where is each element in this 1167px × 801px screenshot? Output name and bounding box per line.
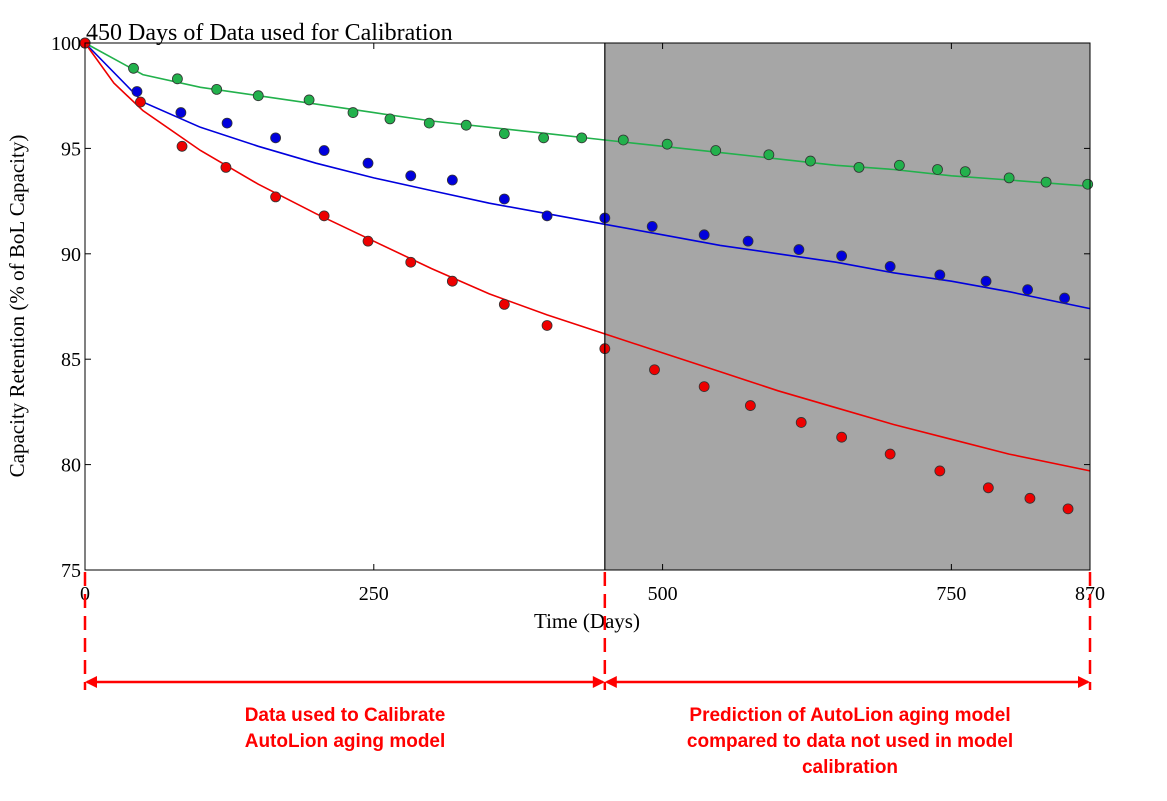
x-tick-label: 750 [936, 583, 966, 605]
plot-frame [84, 42, 1091, 571]
data-point [541, 210, 553, 222]
fit-line-0 [84, 42, 1091, 188]
data-point [128, 62, 139, 74]
data-point [1062, 503, 1074, 515]
data-point [763, 149, 775, 161]
x-axis-label: Time (Days) [534, 609, 640, 633]
data-point [172, 73, 183, 85]
data-point [1022, 284, 1034, 296]
data-point [884, 448, 896, 460]
data-point [176, 140, 188, 152]
data-point [661, 138, 673, 150]
data-point [980, 275, 992, 287]
data-point [538, 132, 550, 144]
data-point [836, 431, 848, 443]
arrowhead [592, 676, 605, 688]
data-point [303, 94, 315, 106]
data-point [446, 174, 458, 186]
data-point [221, 117, 233, 129]
data-points [79, 37, 1094, 515]
data-point [795, 417, 807, 428]
data-point [932, 164, 943, 175]
data-point [710, 145, 722, 156]
data-point [805, 155, 816, 167]
y-tick-label: 95 [61, 138, 81, 160]
data-point [405, 170, 417, 182]
data-point [318, 210, 330, 222]
data-point [884, 261, 896, 272]
fit-lines [84, 42, 1091, 472]
data-point [498, 298, 510, 310]
data-point [698, 229, 710, 241]
data-point [175, 107, 187, 118]
data-point [649, 364, 660, 376]
y-tick-label: 100 [51, 33, 81, 55]
data-point [362, 235, 374, 247]
y-tick-label: 80 [61, 455, 81, 477]
data-point [498, 128, 510, 140]
data-point [836, 250, 848, 262]
data-point [1059, 292, 1070, 304]
data-point [576, 132, 588, 144]
data-point [744, 400, 756, 411]
calibration-region [85, 43, 605, 570]
y-tick-label: 75 [61, 560, 81, 582]
fit-line-2 [84, 42, 1091, 472]
data-point [252, 90, 264, 102]
data-point [498, 193, 510, 205]
y-tick-label: 90 [61, 244, 81, 266]
data-point [211, 83, 223, 95]
data-point [270, 191, 282, 203]
y-axis-label: Capacity Retention (% of BoL Capacity) [5, 135, 29, 478]
data-point [742, 235, 754, 247]
arrowhead [1078, 676, 1090, 688]
data-point [270, 132, 282, 144]
data-point [934, 465, 946, 477]
prediction-region [604, 43, 1090, 570]
data-point [1040, 176, 1052, 188]
data-point [135, 96, 146, 108]
fit-line-1 [84, 42, 1091, 310]
data-point [853, 161, 865, 173]
data-point [982, 482, 994, 494]
x-tick-label: 250 [359, 583, 389, 605]
prediction-annotation: Prediction of AutoLion aging model compa… [686, 705, 1014, 778]
data-point [347, 107, 359, 118]
data-point [446, 275, 458, 287]
data-point [460, 119, 472, 131]
y-tick-label: 85 [61, 349, 81, 371]
data-point [423, 117, 435, 129]
data-point [362, 157, 374, 169]
chart-title: 450 Days of Data used for Calibration [86, 20, 453, 46]
data-point [318, 145, 330, 156]
data-point [1003, 172, 1015, 184]
data-point [384, 113, 396, 125]
data-point [698, 381, 710, 393]
arrowhead [85, 676, 97, 688]
data-point [131, 86, 143, 97]
data-point [793, 244, 805, 255]
data-point [220, 161, 232, 173]
data-point [541, 320, 553, 331]
arrowhead [604, 676, 617, 688]
data-point [646, 220, 658, 232]
data-point [1082, 178, 1094, 190]
annotation-lines [83, 572, 1092, 690]
data-point [617, 134, 629, 146]
x-tick-label: 500 [648, 583, 678, 605]
data-point [934, 269, 946, 281]
calibration-annotation: Data used to Calibrate AutoLion aging mo… [244, 705, 446, 752]
data-point [959, 166, 971, 177]
data-point [1024, 492, 1036, 504]
data-point [405, 256, 417, 268]
data-point [893, 159, 905, 171]
